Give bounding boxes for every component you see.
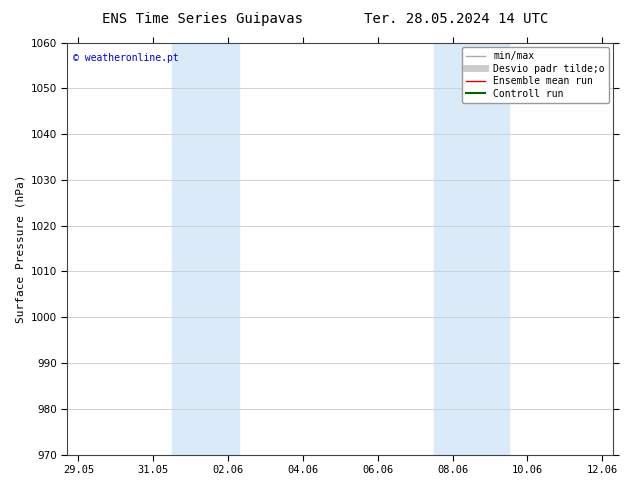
Legend: min/max, Desvio padr tilde;o, Ensemble mean run, Controll run: min/max, Desvio padr tilde;o, Ensemble m… [462,48,609,102]
Bar [434,43,508,455]
Bar [172,43,239,455]
Text: Ter. 28.05.2024 14 UTC: Ter. 28.05.2024 14 UTC [365,12,548,26]
Text: ENS Time Series Guipavas: ENS Time Series Guipavas [102,12,304,26]
Y-axis label: Surface Pressure (hPa): Surface Pressure (hPa) [15,174,25,323]
Text: © weatheronline.pt: © weatheronline.pt [73,53,178,63]
